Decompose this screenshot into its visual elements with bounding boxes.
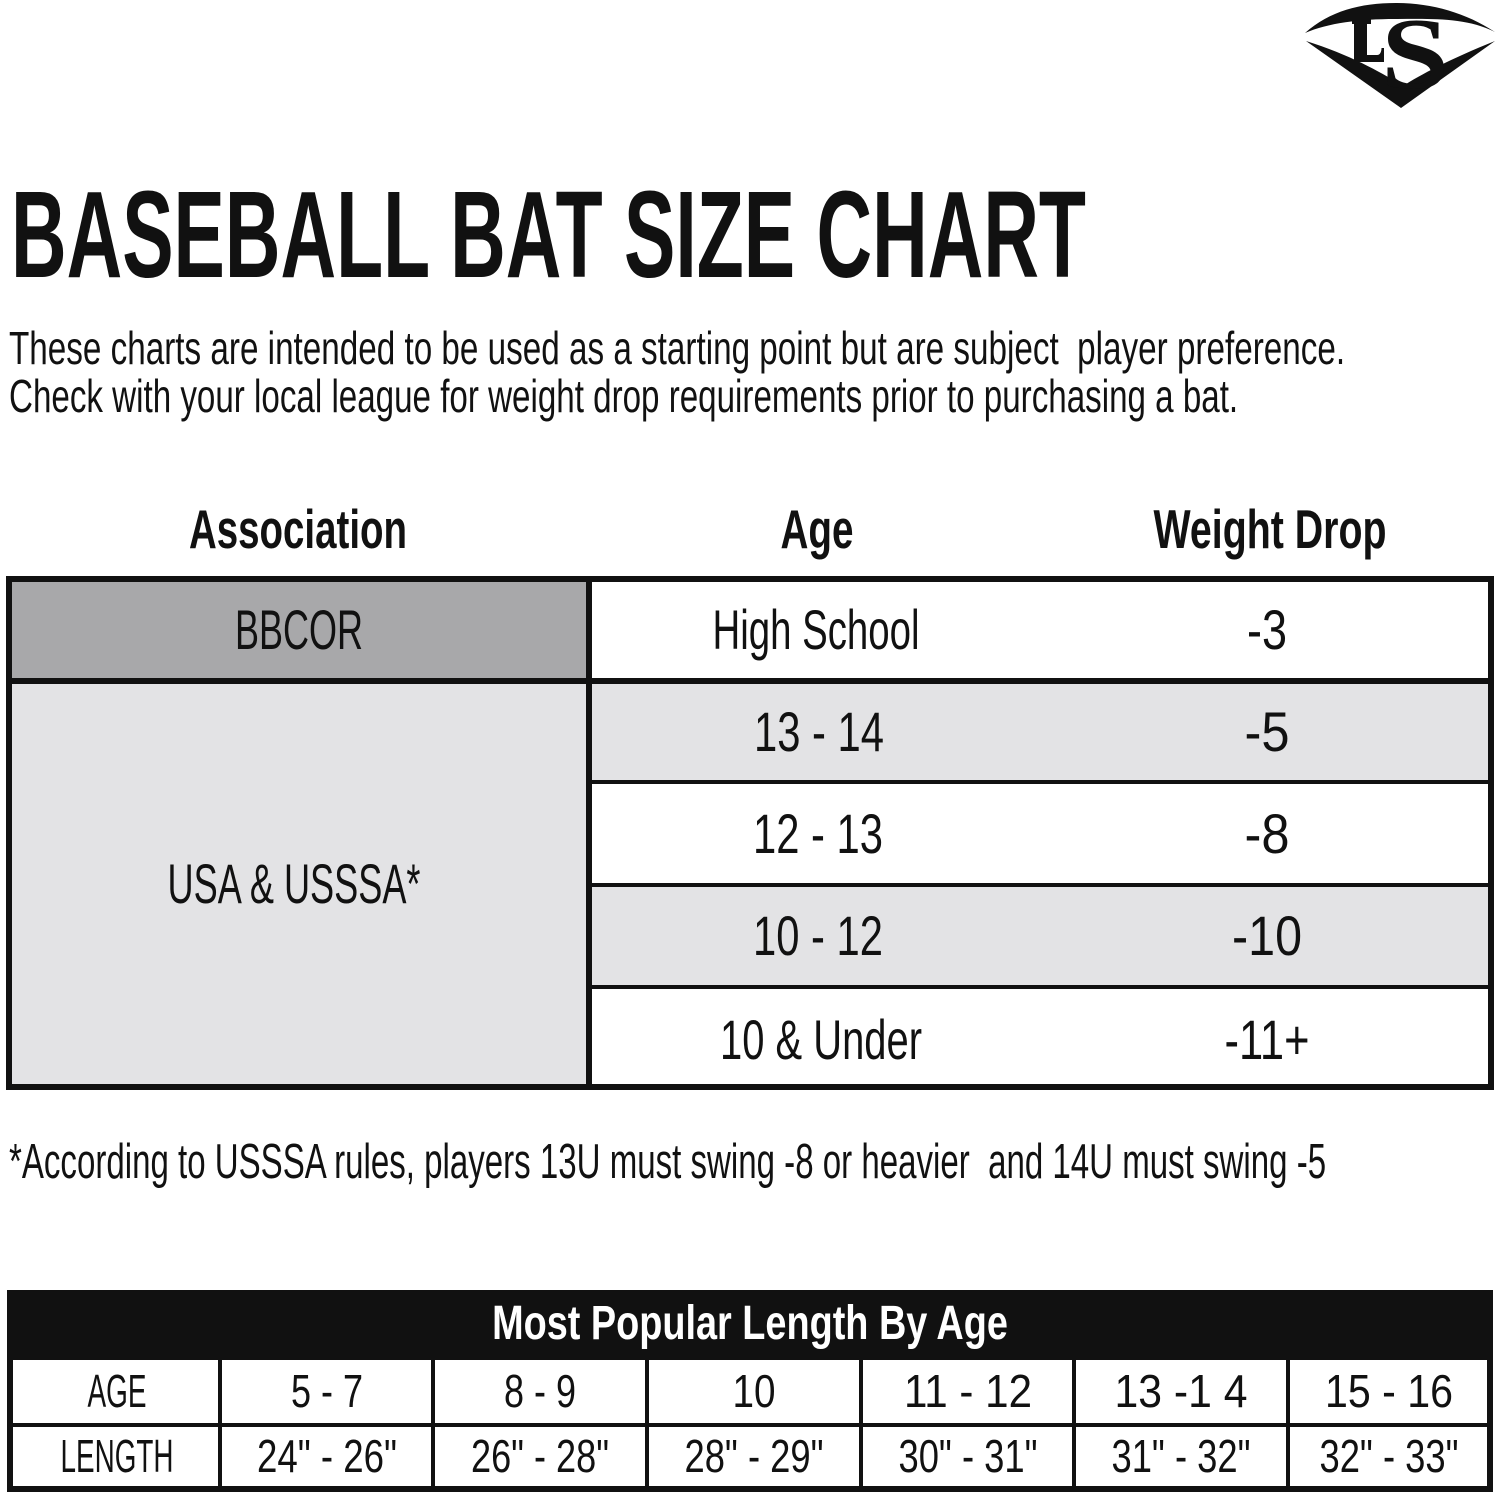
svg-text:S: S [1381, 0, 1449, 111]
